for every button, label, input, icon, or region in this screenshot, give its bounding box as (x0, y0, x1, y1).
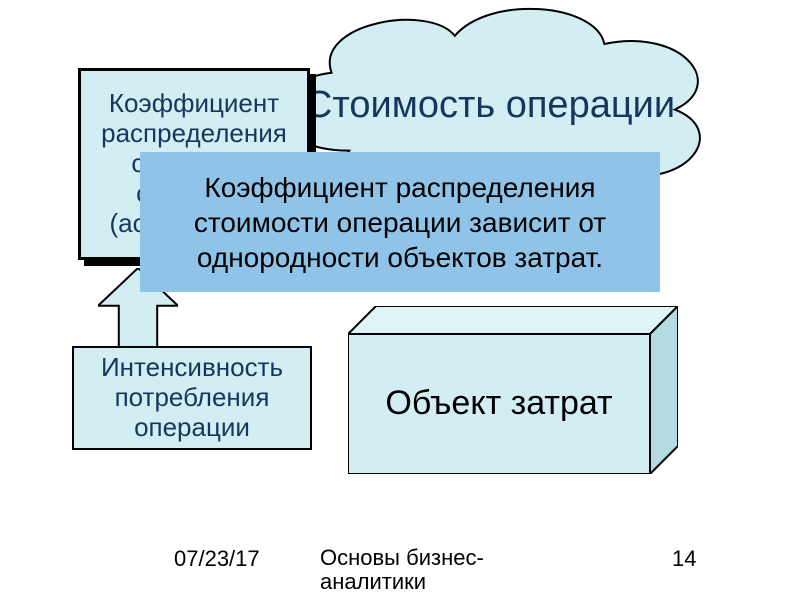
overlay-note: Коэффициент распределения стоимости опер… (140, 152, 660, 292)
footer-page-number: 14 (672, 546, 696, 572)
overlay-note-text: Коэффициент распределения стоимости опер… (152, 170, 648, 275)
intensity-box: Интенсивностьпотребленияоперации (72, 346, 312, 450)
footer-date: 07/23/17 (174, 546, 260, 572)
footer-title: Основы бизнес-аналитики (320, 546, 580, 594)
cost-object-label: Объект затрат (348, 334, 650, 474)
diagram-stage: Стоимость операции Коэффициентраспределе… (0, 0, 800, 600)
intensity-box-text: Интенсивностьпотребленияоперации (101, 353, 283, 443)
cost-object-cuboid: Объект затрат (348, 306, 678, 474)
